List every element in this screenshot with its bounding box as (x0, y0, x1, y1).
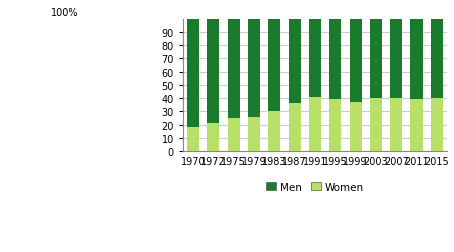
Bar (410, 20, 423, 100)
Bar (289, 104, 301, 151)
Bar (390, 99, 402, 151)
Bar (390, 20, 402, 99)
Bar (370, 99, 382, 151)
Legend: Men, Women: Men, Women (262, 178, 368, 196)
Text: 100%: 100% (51, 8, 78, 18)
Bar (248, 117, 260, 151)
Bar (227, 118, 240, 151)
Bar (329, 100, 341, 151)
Bar (410, 100, 423, 151)
Bar (309, 20, 321, 98)
Bar (431, 20, 443, 99)
Bar (207, 20, 219, 124)
Bar (350, 20, 362, 103)
Bar (207, 124, 219, 151)
Bar (309, 98, 321, 151)
Bar (370, 20, 382, 99)
Bar (289, 20, 301, 104)
Bar (268, 112, 281, 151)
Bar (431, 99, 443, 151)
Bar (268, 20, 281, 112)
Bar (248, 20, 260, 117)
Bar (329, 20, 341, 100)
Bar (350, 103, 362, 151)
Bar (187, 128, 199, 151)
Bar (187, 20, 199, 128)
Bar (227, 20, 240, 118)
